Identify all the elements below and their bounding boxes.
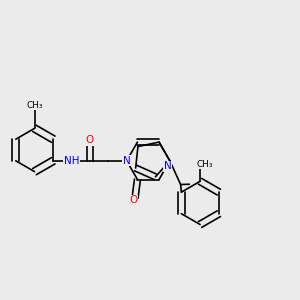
Text: O: O [86, 135, 94, 145]
Text: CH₃: CH₃ [26, 101, 43, 110]
Text: CH₃: CH₃ [196, 160, 213, 169]
Text: N: N [123, 156, 130, 166]
Text: N: N [164, 161, 171, 171]
Text: NH: NH [64, 156, 79, 166]
Text: O: O [129, 195, 138, 205]
